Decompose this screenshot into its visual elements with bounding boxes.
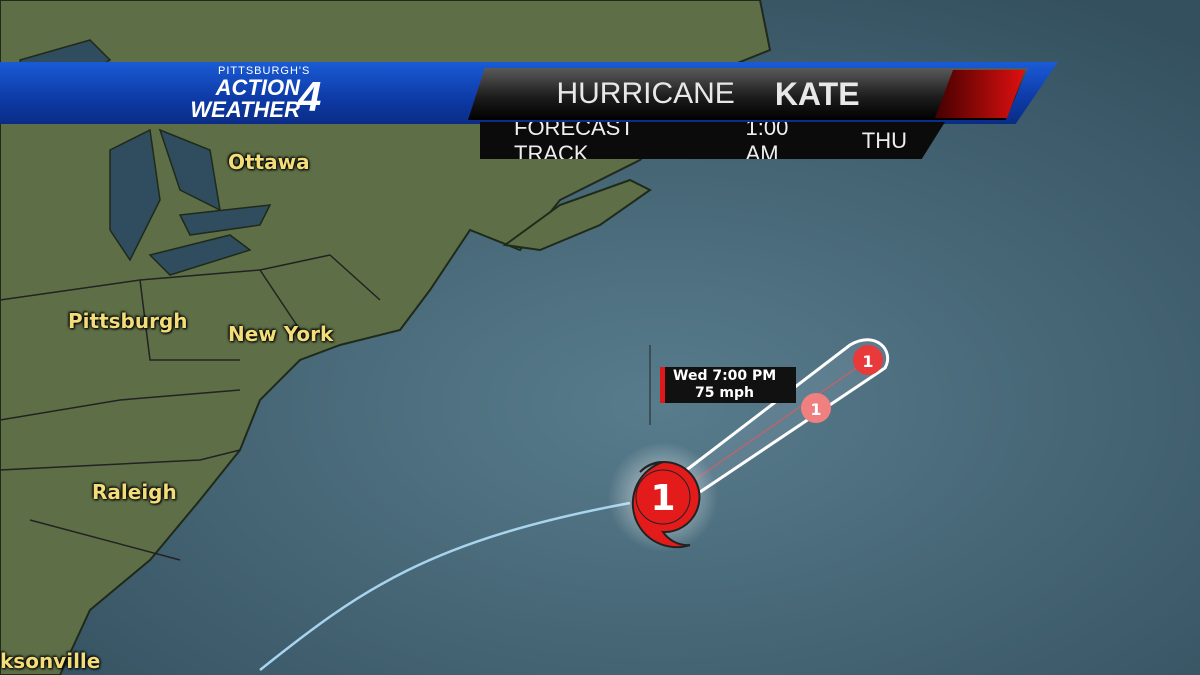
nova-scotia	[502, 178, 652, 252]
subtitle-bar: FORECAST TRACK 1:00 AM THU	[480, 122, 945, 159]
storm-name: KATE	[774, 75, 860, 112]
subtitle-time: 1:00 AM	[745, 114, 789, 166]
city-label: New York	[228, 322, 334, 346]
forecast-hurricane-icon: 1	[801, 393, 831, 423]
label-time: Wed 7:00 PM	[673, 368, 777, 384]
city-label: Ottawa	[228, 150, 310, 174]
svg-text:1: 1	[810, 400, 821, 419]
title-panel: HURRICANE KATE	[468, 68, 1028, 120]
forecast-track	[679, 361, 866, 491]
title-prefix: HURRICANE	[556, 77, 735, 110]
subtitle-day: THU	[861, 127, 907, 153]
great-lakes	[19, 39, 272, 276]
label-wind: 75 mph	[695, 385, 754, 401]
storm-time-label: Wed 7:00 PM 75 mph	[660, 367, 796, 403]
past-track	[259, 501, 631, 671]
red-accent	[935, 70, 1025, 118]
storm-category: 1	[650, 478, 675, 519]
svg-text:1: 1	[862, 352, 873, 371]
subtitle-label: FORECAST TRACK	[514, 114, 634, 166]
state-borders	[0, 254, 381, 561]
hurricane-icon: 1	[631, 460, 701, 549]
forecast-hurricane-icon: 1	[853, 345, 883, 375]
city-label: Pittsburgh	[68, 309, 188, 333]
station-logo: PITTSBURGH'S ACTION WEATHER 4	[190, 65, 322, 122]
city-label: ksonville	[0, 649, 101, 673]
city-label: Raleigh	[92, 480, 177, 504]
